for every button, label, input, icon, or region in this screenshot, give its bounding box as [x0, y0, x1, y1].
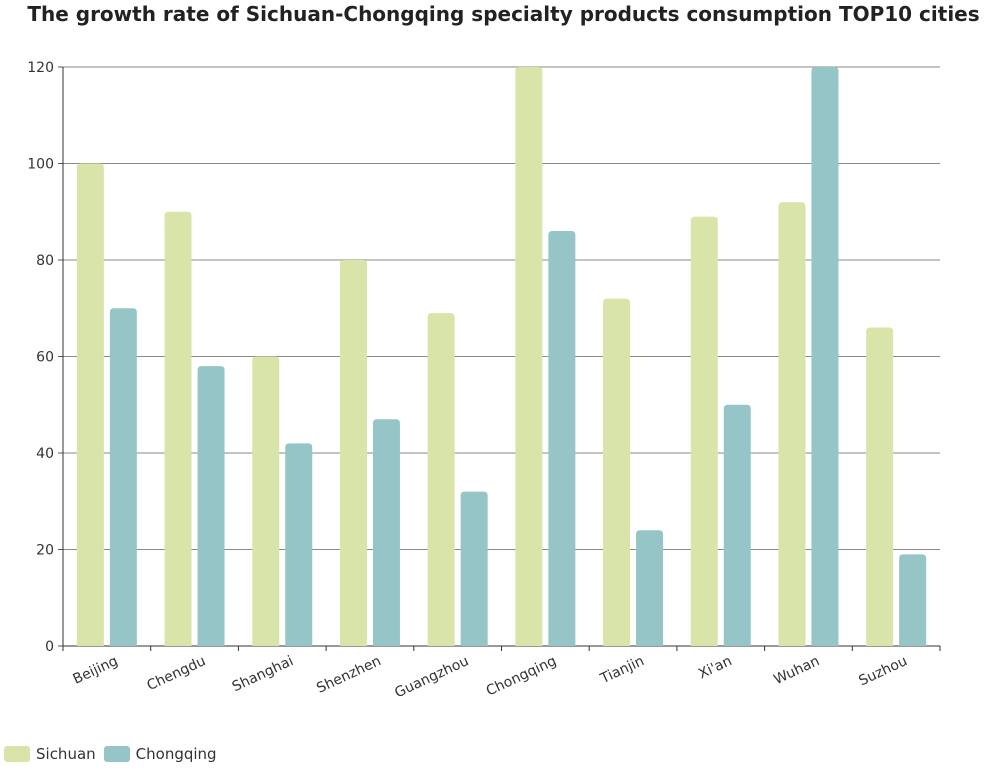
bar-sichuan-beijing — [76, 163, 104, 646]
bar-chongqing-chengdu — [197, 366, 225, 646]
bar-sichuan-wuhan — [778, 202, 806, 646]
legend-swatch-sichuan — [4, 746, 30, 762]
bar-chongqing-beijing — [109, 308, 137, 646]
chart-title: The growth rate of Sichuan-Chongqing spe… — [27, 2, 980, 26]
y-tick-label: 120 — [27, 60, 54, 76]
x-tick-label: Wuhan — [771, 653, 822, 688]
bar-sichuan-tianjin — [603, 298, 631, 646]
x-tick-label: Tianjin — [597, 653, 646, 687]
legend-item-chongqing[interactable]: Chongqing — [103, 745, 217, 763]
bar-chongqing-shanghai — [285, 443, 313, 646]
x-tick-label: Guangzhou — [392, 653, 471, 701]
x-tick-label: Beijing — [71, 653, 121, 688]
y-tick-label: 80 — [36, 253, 54, 269]
y-tick-label: 100 — [27, 157, 54, 173]
y-tick-label: 60 — [36, 350, 54, 366]
bar-sichuan-shanghai — [252, 356, 280, 646]
bar-chongqing-suzhou — [899, 554, 927, 646]
x-tick-label: Xi'an — [696, 653, 734, 682]
y-tick-label: 40 — [36, 446, 54, 462]
y-tick-label: 0 — [45, 639, 54, 655]
bar-sichuan-chongqing — [515, 67, 543, 646]
x-tick-label: Shenzhen — [314, 653, 383, 697]
bar-chongqing-tianjin — [636, 530, 664, 646]
legend: Sichuan Chongqing — [4, 745, 225, 763]
y-tick-label: 20 — [36, 543, 54, 559]
x-tick-label: Shanghai — [230, 653, 296, 695]
legend-swatch-chongqing — [103, 746, 130, 762]
legend-item-sichuan[interactable]: Sichuan — [4, 745, 96, 763]
bar-chongqing-chongqing — [548, 231, 576, 647]
bar-sichuan-xian — [690, 216, 718, 646]
bar-sichuan-suzhou — [866, 327, 894, 646]
bar-chart: 0 20 40 60 80 100 120 Beijing Chengdu Shanghai She… — [27, 60, 941, 701]
x-tick-label: Chengdu — [145, 653, 209, 694]
x-tick-label: Suzhou — [856, 653, 909, 689]
bar-sichuan-guangzhou — [427, 313, 455, 646]
x-tick-label: Chongqing — [484, 653, 559, 699]
bar-sichuan-shenzhen — [339, 260, 367, 646]
bar-chongqing-xian — [723, 404, 751, 646]
legend-label-chongqing: Chongqing — [135, 745, 217, 763]
bar-sichuan-chengdu — [164, 211, 192, 646]
bar-chongqing-wuhan — [811, 67, 839, 646]
bar-chongqing-guangzhou — [460, 491, 488, 646]
legend-label-sichuan: Sichuan — [36, 745, 96, 763]
bar-chongqing-shenzhen — [372, 419, 400, 646]
